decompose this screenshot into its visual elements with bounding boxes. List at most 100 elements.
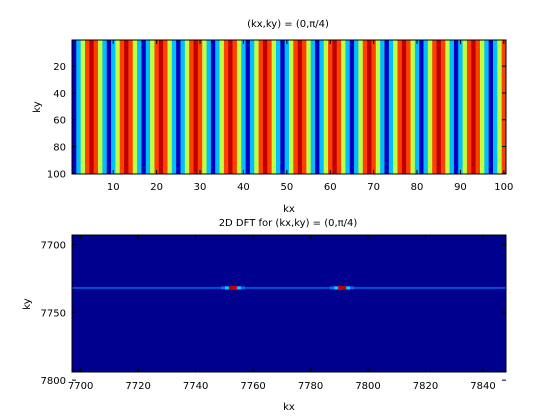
x-tick-label: 7720 [125,381,150,392]
x-tick-label: 7700 [68,381,93,392]
stripe-column [241,40,246,174]
stripe-column [89,40,94,174]
stripe-column [345,40,351,174]
stripe-column [375,40,381,174]
stripe-column [197,40,203,174]
stripe-column [141,40,147,174]
stripe-column [341,40,346,174]
stripe-column [458,40,463,174]
stripe-plot: (kx,ky) = (0,π/4) 10 20 30 40 50 60 70 80 90 100 2… [32,19,513,215]
stripe-column [180,40,186,174]
stripe-column [306,40,311,174]
stripe-plot-ylabel: ky [32,101,43,112]
dft-plot-ticks: 7700 7720 7740 7760 7780 7800 7820 7840 7700 7750… [41,235,506,392]
stripe-column [479,40,485,174]
stripe-column [206,40,212,174]
stripe-column [254,40,259,174]
x-tick-label: 40 [237,182,250,193]
stripe-column [262,40,268,174]
stripe-column [289,40,294,174]
stripe-column [397,40,403,174]
stripe-column [163,40,168,174]
stripe-column [427,40,433,174]
stripe-plot-image [72,40,507,174]
stripe-column [189,40,194,174]
stripe-column [158,40,164,174]
x-tick-label: 90 [454,182,467,193]
dft-plot-xlabel: kx [283,402,295,413]
stripe-column [380,40,385,174]
stripe-column [184,40,190,174]
stripe-column [202,40,207,174]
stripe-column [193,40,199,174]
stripe-column [419,40,424,174]
x-tick-label: 7840 [470,381,495,392]
y-tick-label: 80 [53,143,66,154]
stripe-column [436,40,442,174]
stripe-column [406,40,411,174]
x-tick-label: 7800 [355,381,380,392]
x-tick-label: 7820 [413,381,438,392]
stripe-column [267,40,272,174]
stripe-column [171,40,177,174]
stripe-column [388,40,394,174]
stripe-column [137,40,142,174]
x-tick-label: 50 [280,182,293,193]
x-tick-label: 7760 [240,381,265,392]
dft-plot-ylabel: ky [22,298,33,309]
x-tick-label: 100 [494,182,513,193]
x-tick-label: 60 [324,182,337,193]
stripe-column [393,40,398,174]
stripe-column [349,40,355,174]
stripe-column [232,40,238,174]
stripe-column [223,40,229,174]
stripe-column [484,40,489,174]
stripe-plot-frame [71,39,507,175]
stripe-column [258,40,264,174]
stripe-column [280,40,285,174]
y-tick-label: 7800 [41,376,66,387]
stripe-column [492,40,498,174]
y-tick-label: 40 [53,89,66,100]
stripe-column [488,40,494,174]
stripe-column [354,40,359,174]
stripe-column [501,40,507,174]
stripe-column [358,40,364,174]
dft-ridge-line [72,286,506,289]
y-tick-label: 100 [47,169,66,180]
stripe-column [432,40,437,174]
stripe-column [115,40,121,174]
stripe-column [323,40,329,174]
stripe-column [128,40,134,174]
stripe-column [150,40,155,174]
dft-peak [228,285,237,290]
stripe-column [475,40,481,174]
dft-background [72,235,506,372]
stripe-column [124,40,129,174]
stripe-column [319,40,325,174]
stripe-plot-title: (kx,ky) = (0,π/4) [247,19,329,30]
dft-plot: 2D DFT for (kx,ky) = (0,π/4) 7700 7720 774… [22,218,507,413]
stripe-column [210,40,216,174]
stripe-column [410,40,416,174]
stripe-column [145,40,151,174]
stripe-column [249,40,255,174]
stripe-column [362,40,368,174]
stripe-column [332,40,338,174]
x-tick-label: 80 [411,182,424,193]
stripe-column [85,40,90,174]
stripe-column [423,40,429,174]
stripe-column [228,40,233,174]
dft-plot-frame [71,234,507,373]
stripe-column [328,40,333,174]
stripe-column [111,40,116,174]
stripe-column [245,40,251,174]
stripe-column [315,40,320,174]
y-tick-label: 20 [53,62,66,73]
stripe-column [215,40,220,174]
stripe-column [466,40,472,174]
stripe-column [336,40,342,174]
stripe-column [102,40,108,174]
